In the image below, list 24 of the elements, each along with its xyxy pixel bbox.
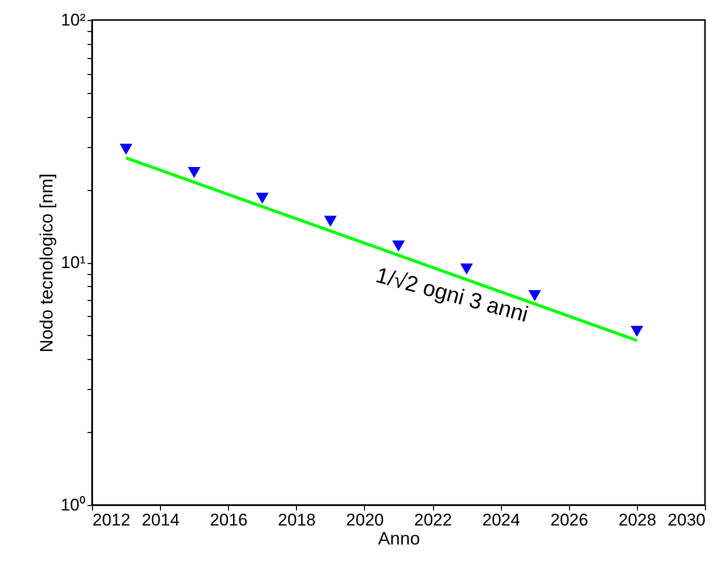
- x-tick-label: 2020: [346, 510, 384, 530]
- x-tick-label: 2026: [550, 510, 588, 530]
- annotation: 1/√2 ogni 3 anni: [373, 262, 531, 327]
- x-tick-label: 2012: [92, 510, 130, 530]
- point: [120, 144, 132, 155]
- y-tick-label: 10¹: [60, 253, 86, 272]
- point: [630, 326, 644, 337]
- point: [256, 192, 269, 204]
- x-tick-label: 2016: [210, 510, 248, 530]
- x-tick-label: 2018: [278, 510, 316, 530]
- point: [188, 167, 200, 178]
- point: [460, 264, 473, 274]
- y-tick-label: 10⁰: [60, 496, 86, 514]
- point: [392, 240, 405, 252]
- x-axis-title: Anno: [378, 528, 420, 548]
- x-tick-label: 2024: [482, 510, 520, 530]
- point: [528, 290, 542, 302]
- y-axis-title: Nodo tecnologico [nm]: [36, 173, 57, 353]
- x-tick-label: 2022: [414, 510, 452, 530]
- y-tick-label: 10²: [60, 10, 86, 30]
- point: [324, 216, 337, 227]
- x-tick-label: 2028: [618, 510, 656, 530]
- x-tick-label: 2030: [668, 510, 706, 530]
- x-tick-label: 2014: [142, 510, 180, 530]
